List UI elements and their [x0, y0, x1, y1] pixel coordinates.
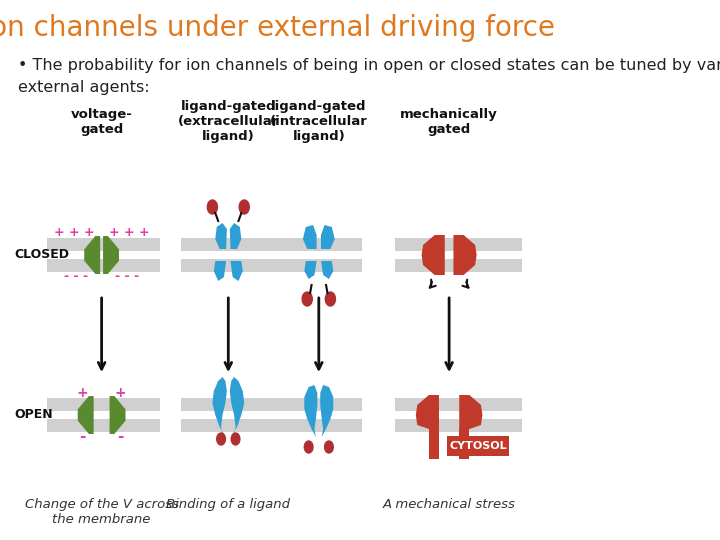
Text: CYTOSOL: CYTOSOL	[449, 441, 507, 451]
Polygon shape	[416, 395, 439, 429]
Circle shape	[231, 433, 240, 445]
Bar	[181, 419, 287, 432]
Text: Binding of a ligand: Binding of a ligand	[166, 498, 290, 511]
Polygon shape	[109, 396, 125, 434]
Polygon shape	[84, 236, 100, 274]
Text: + + +: + + +	[109, 226, 150, 240]
Bar	[395, 238, 521, 251]
Polygon shape	[454, 235, 477, 275]
Bar	[459, 429, 469, 459]
Circle shape	[217, 433, 225, 445]
Text: ligand-gated
(extracellular
ligand): ligand-gated (extracellular ligand)	[178, 100, 279, 143]
Polygon shape	[321, 261, 333, 279]
Bar	[181, 238, 287, 251]
Polygon shape	[212, 377, 227, 435]
Polygon shape	[305, 261, 317, 279]
Polygon shape	[321, 225, 335, 249]
Circle shape	[325, 292, 336, 306]
Bar	[283, 398, 362, 411]
Circle shape	[207, 200, 217, 214]
Bar	[283, 259, 362, 272]
Polygon shape	[422, 235, 445, 275]
Circle shape	[325, 441, 333, 453]
Text: voltage-
gated: voltage- gated	[71, 108, 132, 136]
Polygon shape	[78, 396, 94, 434]
Bar	[48, 238, 160, 251]
Polygon shape	[459, 395, 482, 429]
Bar	[48, 419, 160, 432]
Bar	[181, 259, 287, 272]
Bar	[283, 419, 362, 432]
Bar	[395, 419, 521, 432]
Polygon shape	[214, 261, 226, 281]
Polygon shape	[320, 385, 333, 437]
Text: Ion channels under external driving force: Ion channels under external driving forc…	[0, 14, 554, 42]
Text: -: -	[80, 429, 86, 444]
Text: CLOSED: CLOSED	[14, 248, 70, 261]
Bar	[48, 398, 160, 411]
Text: +: +	[77, 386, 89, 400]
Circle shape	[305, 441, 313, 453]
Polygon shape	[230, 261, 243, 281]
Polygon shape	[303, 225, 317, 249]
Text: • The probability for ion channels of being in open or closed states can be tune: • The probability for ion channels of be…	[18, 58, 720, 95]
Text: +: +	[114, 386, 126, 400]
Bar	[395, 398, 521, 411]
Polygon shape	[215, 223, 227, 249]
Polygon shape	[230, 377, 244, 435]
FancyBboxPatch shape	[447, 436, 509, 456]
Circle shape	[302, 292, 312, 306]
Text: ligand-gated
(intracellular
ligand): ligand-gated (intracellular ligand)	[270, 100, 368, 143]
Bar	[429, 429, 439, 459]
Bar	[48, 259, 160, 272]
Text: Change of the V across
the membrane: Change of the V across the membrane	[24, 498, 179, 526]
Text: + + +: + + +	[54, 226, 94, 240]
Text: A mechanical stress: A mechanical stress	[382, 498, 516, 511]
Polygon shape	[230, 223, 241, 249]
Text: - - -: - - -	[64, 271, 89, 284]
Text: - - -: - - -	[115, 271, 139, 284]
Text: OPEN: OPEN	[14, 408, 53, 422]
Bar	[395, 259, 521, 272]
Bar	[181, 398, 287, 411]
Polygon shape	[305, 385, 318, 437]
Circle shape	[239, 200, 249, 214]
Text: mechanically
gated: mechanically gated	[400, 108, 498, 136]
Text: -: -	[117, 429, 124, 444]
Polygon shape	[103, 236, 119, 274]
Bar	[283, 238, 362, 251]
